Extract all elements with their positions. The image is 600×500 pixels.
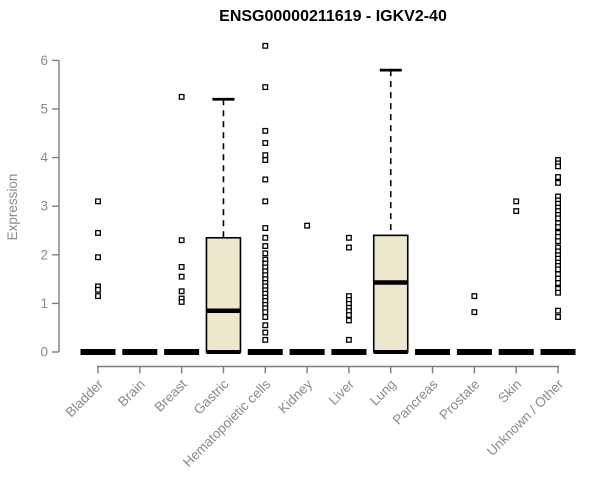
outlier-point [262,42,269,49]
outlier-point [262,198,269,205]
outlier-point [262,234,269,241]
outlier-point [262,309,269,316]
outlier-point [513,208,520,215]
outlier-point [555,215,561,222]
outlier-point [95,293,101,300]
category-liver [331,234,367,355]
y-tick-label: 3 [40,199,48,214]
y-tick-label: 4 [40,150,48,165]
collapsed-box [122,349,158,355]
outlier-point [178,263,185,270]
box [205,236,242,353]
y-tick-label: 5 [40,102,48,117]
collapsed-box [415,349,451,355]
x-tick-label-liver: Liver [326,376,358,408]
outlier-point [178,93,185,100]
outlier-point [471,309,478,316]
x-tick-label-unknown-other: Unknown / Other [484,376,567,459]
outlier-point [95,254,101,261]
category-breast [164,93,200,355]
x-tick-label-brain: Brain [115,377,148,410]
outlier-point [262,336,269,343]
x-tick-label-gastric: Gastric [191,376,232,417]
category-brain [122,349,158,355]
y-tick-label: 6 [40,53,48,68]
category-gastric [205,97,242,354]
category-lung [372,68,409,354]
outlier-point [513,198,520,205]
outlier-point [345,336,352,343]
outlier-point [555,174,561,180]
collapsed-box [247,349,283,355]
outlier-point [178,237,185,244]
outlier-point [555,289,561,296]
outlier-point [555,280,561,286]
outlier-point [262,84,269,91]
category-bladder [80,198,116,355]
x-tick-label-lung: Lung [367,377,399,409]
outlier-point [262,322,269,329]
outlier-point [95,198,101,205]
collapsed-box [80,349,116,355]
outlier-point [178,288,185,295]
y-axis: 0 1 2 3 4 5 6 [40,53,60,360]
collapsed-box [331,349,367,355]
y-tick-label: 1 [40,296,48,311]
outlier-point [555,307,561,314]
outlier-point [262,152,269,159]
collapsed-box [164,349,200,355]
outlier-point [95,229,101,236]
outlier-point [178,273,185,280]
outlier-point [262,329,269,336]
outlier-point [178,298,185,305]
category-pancreas [415,349,451,355]
outlier-point [345,244,352,251]
outlier-point [555,224,561,231]
category-prostate [456,293,492,355]
outlier-point [262,127,269,134]
collapsed-box [498,349,534,355]
outlier-point [262,176,269,183]
outlier-point [555,163,561,170]
chart-title: ENSG00000211619 - IGKV2-40 [219,8,447,25]
category-skin [498,198,534,355]
x-tick-label-breast: Breast [152,376,190,414]
outlier-point [345,234,352,241]
outlier-point [345,312,352,319]
x-tick-label-pancreas: Pancreas [390,376,441,427]
outlier-point [95,286,101,293]
outlier-point [555,266,561,273]
outlier-point [471,293,478,300]
x-tick-label-bladder: Bladder [63,376,107,420]
category-hematopoietic-cells [247,42,283,355]
outlier-point [262,140,269,146]
category-kidney [289,222,325,355]
x-tick-label-kidney: Kidney [275,376,315,416]
collapsed-box [456,349,492,355]
outlier-point [345,317,352,324]
collapsed-box [540,349,576,355]
x-tick-label-skin: Skin [495,377,524,406]
collapsed-box [289,349,325,355]
outlier-point [555,179,561,186]
outlier-point [262,225,269,232]
y-tick-label: 2 [40,247,48,262]
outlier-point [262,314,269,320]
x-tick-label-prostate: Prostate [436,377,482,423]
outlier-point [304,222,311,229]
outlier-point [262,243,269,250]
outlier-point [555,314,561,320]
box [372,234,409,353]
outlier-point [262,250,269,257]
outlier-point [262,157,269,163]
category-unknown-other [540,157,576,355]
outlier-point [555,238,561,245]
y-tick-label: 0 [40,345,48,360]
